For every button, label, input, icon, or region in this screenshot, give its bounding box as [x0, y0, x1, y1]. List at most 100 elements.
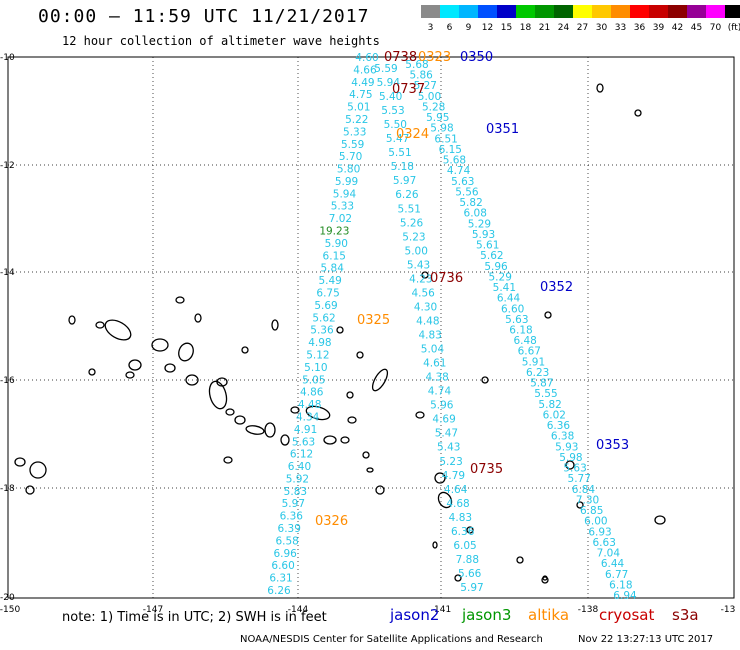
wave-height-value: 5.55	[534, 388, 557, 400]
island-outline	[95, 321, 105, 329]
map-title: 00:00 – 11:59 UTC 11/21/2017	[38, 6, 370, 27]
wave-height-value: 6.02	[543, 409, 566, 421]
wave-height-value: 6.08	[464, 208, 487, 220]
wave-height-value: 6.39	[278, 523, 301, 535]
island-outline	[323, 435, 337, 445]
x-axis-label: -138	[578, 605, 599, 615]
island-outline	[68, 315, 76, 325]
wave-height-value: 6.26	[395, 189, 419, 201]
wave-height-value: 5.43	[407, 259, 430, 271]
wave-height-value: 6.15	[323, 250, 346, 262]
scale-swatch	[535, 5, 554, 18]
wave-height-value: 6.38	[551, 431, 574, 443]
wave-height-value: 6.36	[280, 511, 304, 523]
wave-height-value: 5.91	[522, 356, 545, 368]
wave-height-value: 5.27	[414, 80, 437, 92]
wave-height-value: 4.56	[411, 287, 435, 299]
credit-text: NOAA/NESDIS Center for Satellite Applica…	[240, 634, 543, 645]
scale-swatch	[516, 5, 535, 18]
island-outline	[362, 451, 370, 459]
wave-height-value: 5.93	[472, 229, 495, 241]
wave-height-value: 5.05	[302, 374, 325, 386]
wave-height-value: 4.30	[414, 301, 437, 313]
wave-height-value: 5.63	[563, 463, 586, 475]
island-outline	[208, 380, 228, 410]
island-outline	[375, 485, 385, 495]
island-outline	[223, 456, 233, 464]
island-outline	[356, 351, 364, 359]
island-outline	[216, 377, 228, 387]
track-time-label: 0326	[315, 514, 348, 529]
wave-height-value: 6.36	[547, 420, 571, 432]
wave-height-value: 5.97	[393, 175, 416, 187]
wave-height-value: 5.96	[484, 261, 508, 273]
scale-label: 18	[520, 23, 532, 33]
wave-height-value: 4.98	[308, 337, 331, 349]
wave-height-value: 6.26	[267, 585, 291, 597]
track-time-label: 0323	[418, 50, 451, 65]
island-outline	[125, 371, 135, 379]
wave-height-value: 5.83	[284, 486, 307, 498]
island-outline	[225, 408, 235, 416]
island-outline	[481, 376, 489, 384]
wave-height-value: 4.69	[432, 414, 455, 426]
wave-height-value: 4.66	[353, 64, 377, 76]
credit-date: Nov 22 13:27:13 UTC 2017	[578, 634, 714, 645]
track-time-label: 0352	[540, 280, 573, 295]
track-time-label: 0353	[596, 438, 629, 453]
wave-height-value: 5.87	[530, 378, 553, 390]
island-outline	[280, 434, 290, 446]
wave-height-value: 5.23	[402, 231, 425, 243]
wave-height-value: 4.23	[409, 273, 432, 285]
wave-height-value: 6.36	[451, 526, 475, 538]
wave-height-value: 5.04	[421, 344, 445, 356]
axis-labels: -150 -147 -144 -141 -138 -13 -10 -12 -14 -16 -18 -2…	[0, 53, 735, 615]
island-outline	[565, 460, 575, 470]
island-outline	[29, 461, 47, 479]
wave-height-value: 6.18	[509, 325, 532, 337]
wave-height-value: 5.96	[430, 400, 454, 412]
scale-swatch	[706, 5, 725, 18]
scale-label: 27	[577, 23, 588, 33]
scale-label: 3	[428, 23, 434, 33]
wave-height-value: 5.00	[405, 245, 428, 257]
island-outline	[347, 416, 357, 424]
wave-height-value: 6.18	[609, 579, 632, 591]
wave-height-value: 6.93	[588, 526, 611, 538]
wave-height-value: 4.74	[428, 386, 452, 398]
island-outline	[336, 326, 344, 334]
wave-height-value: 6.44	[497, 293, 521, 305]
scale-swatch	[649, 5, 668, 18]
map-frame	[7, 56, 735, 599]
island-outline	[542, 575, 548, 581]
wave-height-value: 5.59	[374, 63, 397, 75]
track-time-label: 0737	[392, 82, 425, 97]
wave-height-value: 7.04	[597, 548, 621, 560]
wave-height-value: 5.93	[555, 441, 578, 453]
wave-height-value: 5.82	[459, 197, 482, 209]
wave-height-value: 4.91	[294, 424, 317, 436]
wave-height-value: 5.77	[568, 473, 591, 485]
wave-height-value: 6.23	[526, 367, 549, 379]
wave-height-value: 5.51	[388, 147, 411, 159]
island-outline	[340, 436, 350, 444]
wave-height-value: 6.94	[613, 590, 637, 602]
scale-swatch	[497, 5, 516, 18]
wave-height-value: 5.98	[430, 123, 453, 135]
wave-height-value: 5.99	[335, 176, 358, 188]
island-outline	[178, 342, 194, 362]
color-scale-legend: 3 6 9 12 15 18 21 24 27 30 33 36 39 42 45 70 (ft)	[421, 5, 740, 33]
scale-label: 45	[691, 23, 702, 33]
island-outline	[516, 556, 524, 564]
wave-height-value: 6.75	[316, 288, 339, 300]
wave-height-value: 4.75	[349, 89, 372, 101]
wave-height-value: 4.48	[298, 399, 321, 411]
wave-height-value: 5.82	[538, 399, 561, 411]
wave-height-value: 5.28	[422, 101, 445, 113]
scale-swatch	[573, 5, 592, 18]
island-outline	[194, 313, 202, 323]
island-outline	[14, 457, 26, 467]
wave-height-value: 5.18	[391, 161, 414, 173]
scale-label: 6	[447, 23, 453, 33]
wave-height-value: 5.70	[339, 151, 362, 163]
